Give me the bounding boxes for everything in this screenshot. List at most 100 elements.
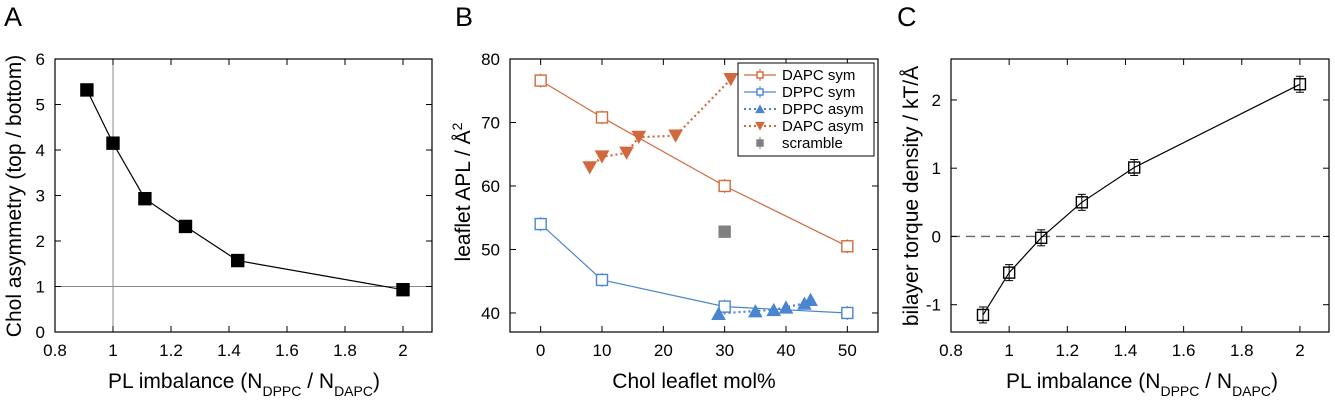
panel-a-x-tick-label: 1 bbox=[108, 341, 117, 360]
panel-a-data-point bbox=[396, 282, 410, 297]
panel-c-y-tick-label: 0 bbox=[932, 227, 941, 246]
panel-c-x-tick-label: 0.8 bbox=[939, 341, 963, 360]
panel-b-y-tick-label: 40 bbox=[481, 304, 500, 323]
panel-b-data-point bbox=[619, 146, 634, 160]
panel-c-x-tick-labels: 0.8 1 1.2 1.4 1.6 1.8 2 bbox=[939, 341, 1304, 360]
panel-c-data-point bbox=[1075, 196, 1089, 209]
panel-c-axes-box bbox=[950, 58, 1330, 333]
panel-b: B 0 10 20 30 40 50 40 50 60 70 80 Chol leaflet mo… bbox=[449, 2, 879, 393]
panel-b-data-point bbox=[747, 304, 763, 318]
panel-b-data-point bbox=[631, 130, 647, 144]
panel-c-y-tick-label: -1 bbox=[926, 296, 941, 315]
panel-b-data-point bbox=[778, 300, 794, 314]
panel-b-data-point bbox=[534, 74, 547, 87]
panel-c-x-tick-label: 1.4 bbox=[1114, 341, 1138, 360]
panel-b-y-tick-label: 60 bbox=[481, 177, 500, 196]
panel-c-x-tick-label: 1.2 bbox=[1055, 341, 1079, 360]
panel-a-x-tick-label: 1.4 bbox=[217, 341, 241, 360]
panel-b-legend-marker bbox=[755, 121, 765, 131]
panel-b-legend-entry: DAPC asym bbox=[782, 118, 864, 135]
panel-c-y-axis-label: bilayer torque density / kT/Å bbox=[900, 66, 923, 326]
panel-a-series-line bbox=[86, 89, 404, 291]
panel-b-data-point bbox=[766, 302, 782, 317]
panel-b-data-point bbox=[595, 111, 609, 124]
panel-a-plot-area bbox=[54, 58, 433, 333]
panel-b-y-tick-label: 80 bbox=[481, 50, 500, 69]
panel-b-legend-entry: DAPC sym bbox=[782, 67, 855, 84]
panel-c-data-point bbox=[1293, 78, 1307, 91]
panel-a-y-tick-labels: 0 1 2 3 4 5 6 bbox=[36, 50, 45, 342]
panel-c-x-tick-label: 1 bbox=[1004, 341, 1013, 360]
panel-a-y-tick-label: 3 bbox=[36, 187, 45, 206]
panel-b-data-point bbox=[718, 300, 731, 313]
panel-c-series-line bbox=[982, 83, 1301, 316]
panel-a-y-tick-label: 4 bbox=[36, 141, 45, 160]
panel-b-legend-marker bbox=[756, 71, 764, 79]
panel-a-y-axis-label: Chol asymmetry (top / bottom) bbox=[3, 55, 26, 337]
panel-a-y-tick-label: 0 bbox=[36, 323, 45, 342]
panel-a-x-axis-label: PL imbalance (NDPPC / NDAPC) bbox=[108, 370, 380, 399]
panel-b-legend-marker bbox=[755, 104, 765, 114]
panel-b-x-tick-label: 20 bbox=[654, 341, 673, 360]
panel-a-data-point bbox=[230, 253, 245, 268]
panel-b-legend-entry: DPPC asym bbox=[782, 101, 864, 118]
panel-b-data-point bbox=[841, 240, 854, 253]
panel-c-x-tick-label: 1.6 bbox=[1172, 341, 1196, 360]
panel-c-x-axis-label: PL imbalance (NDPPC / NDAPC) bbox=[1006, 370, 1278, 399]
panel-a-data-point bbox=[138, 191, 152, 206]
panel-label-c: C bbox=[897, 2, 917, 32]
panel-c-plot-area bbox=[950, 58, 1330, 333]
panel-b-series-line bbox=[540, 223, 848, 314]
panel-b-legend-marker bbox=[756, 139, 764, 147]
panel-b-data-point bbox=[711, 306, 726, 320]
panel-c-y-tick-labels: -1 0 1 2 bbox=[926, 91, 941, 315]
panel-label-a: A bbox=[4, 2, 22, 32]
panel-a-y-tick-label: 5 bbox=[36, 96, 45, 115]
panel-b-x-tick-label: 30 bbox=[715, 341, 734, 360]
panel-a-data-point bbox=[80, 83, 94, 97]
panel-c-data-point bbox=[976, 308, 990, 322]
panel-b-data-point bbox=[582, 161, 598, 175]
panel-b-data-point bbox=[668, 129, 683, 143]
panel-a-data-point bbox=[106, 136, 120, 150]
panel-c: C 0.8 1 1.2 1.4 1.6 1.8 2 -1 0 1 2 PL imbalance (… bbox=[897, 2, 1330, 399]
panel-b-data-point bbox=[594, 150, 610, 164]
panel-b-plot-area bbox=[509, 58, 879, 333]
panel-c-data-point bbox=[1127, 161, 1141, 174]
panel-c-x-tick-label: 1.8 bbox=[1230, 341, 1254, 360]
panel-b-axes-box bbox=[509, 58, 879, 333]
panel-b-data-point bbox=[718, 179, 731, 193]
panel-a-x-tick-labels: 0.8 1 1.2 1.4 1.6 1.8 2 bbox=[43, 341, 408, 360]
panel-a-y-tick-label: 1 bbox=[36, 278, 45, 297]
panel-b-data-point bbox=[803, 292, 818, 306]
panel-b-y-tick-labels: 40 50 60 70 80 bbox=[481, 50, 500, 323]
panel-b-x-tick-label: 50 bbox=[838, 341, 857, 360]
panel-label-b: B bbox=[455, 2, 473, 32]
panel-c-data-point bbox=[1002, 266, 1016, 279]
panel-b-legend-entry: DPPC sym bbox=[782, 84, 855, 101]
panel-b-x-tick-label: 0 bbox=[536, 341, 545, 360]
panel-b-legend-entry: scramble bbox=[782, 135, 843, 152]
panel-a-y-tick-label: 2 bbox=[36, 232, 45, 251]
panel-b-x-tick-label: 40 bbox=[777, 341, 796, 360]
panel-a-x-tick-label: 1.6 bbox=[275, 341, 299, 360]
panel-a-axes-box bbox=[54, 58, 433, 333]
panel-b-y-tick-label: 70 bbox=[481, 113, 500, 132]
panel-a-x-tick-label: 2 bbox=[398, 341, 407, 360]
panel-b-data-point bbox=[595, 273, 609, 287]
panel-b-x-axis-label: Chol leaflet mol% bbox=[612, 370, 775, 393]
panel-b-y-tick-label: 50 bbox=[481, 240, 500, 259]
panel-a-x-tick-label: 0.8 bbox=[43, 341, 67, 360]
panel-a-y-tick-label: 6 bbox=[36, 50, 45, 69]
panel-b-data-point bbox=[718, 225, 731, 238]
panel-c-y-tick-label: 2 bbox=[932, 91, 941, 110]
panel-c-y-tick-label: 1 bbox=[932, 159, 941, 178]
panel-a-x-tick-label: 1.2 bbox=[159, 341, 183, 360]
panel-b-y-axis-label: leaflet APL / Å2 bbox=[449, 122, 475, 261]
panel-b-legend-marker bbox=[756, 88, 764, 96]
panel-b-x-tick-label: 10 bbox=[593, 341, 612, 360]
panel-b-x-tick-labels: 0 10 20 30 40 50 bbox=[536, 341, 857, 360]
panel-b-data-point bbox=[534, 217, 547, 231]
